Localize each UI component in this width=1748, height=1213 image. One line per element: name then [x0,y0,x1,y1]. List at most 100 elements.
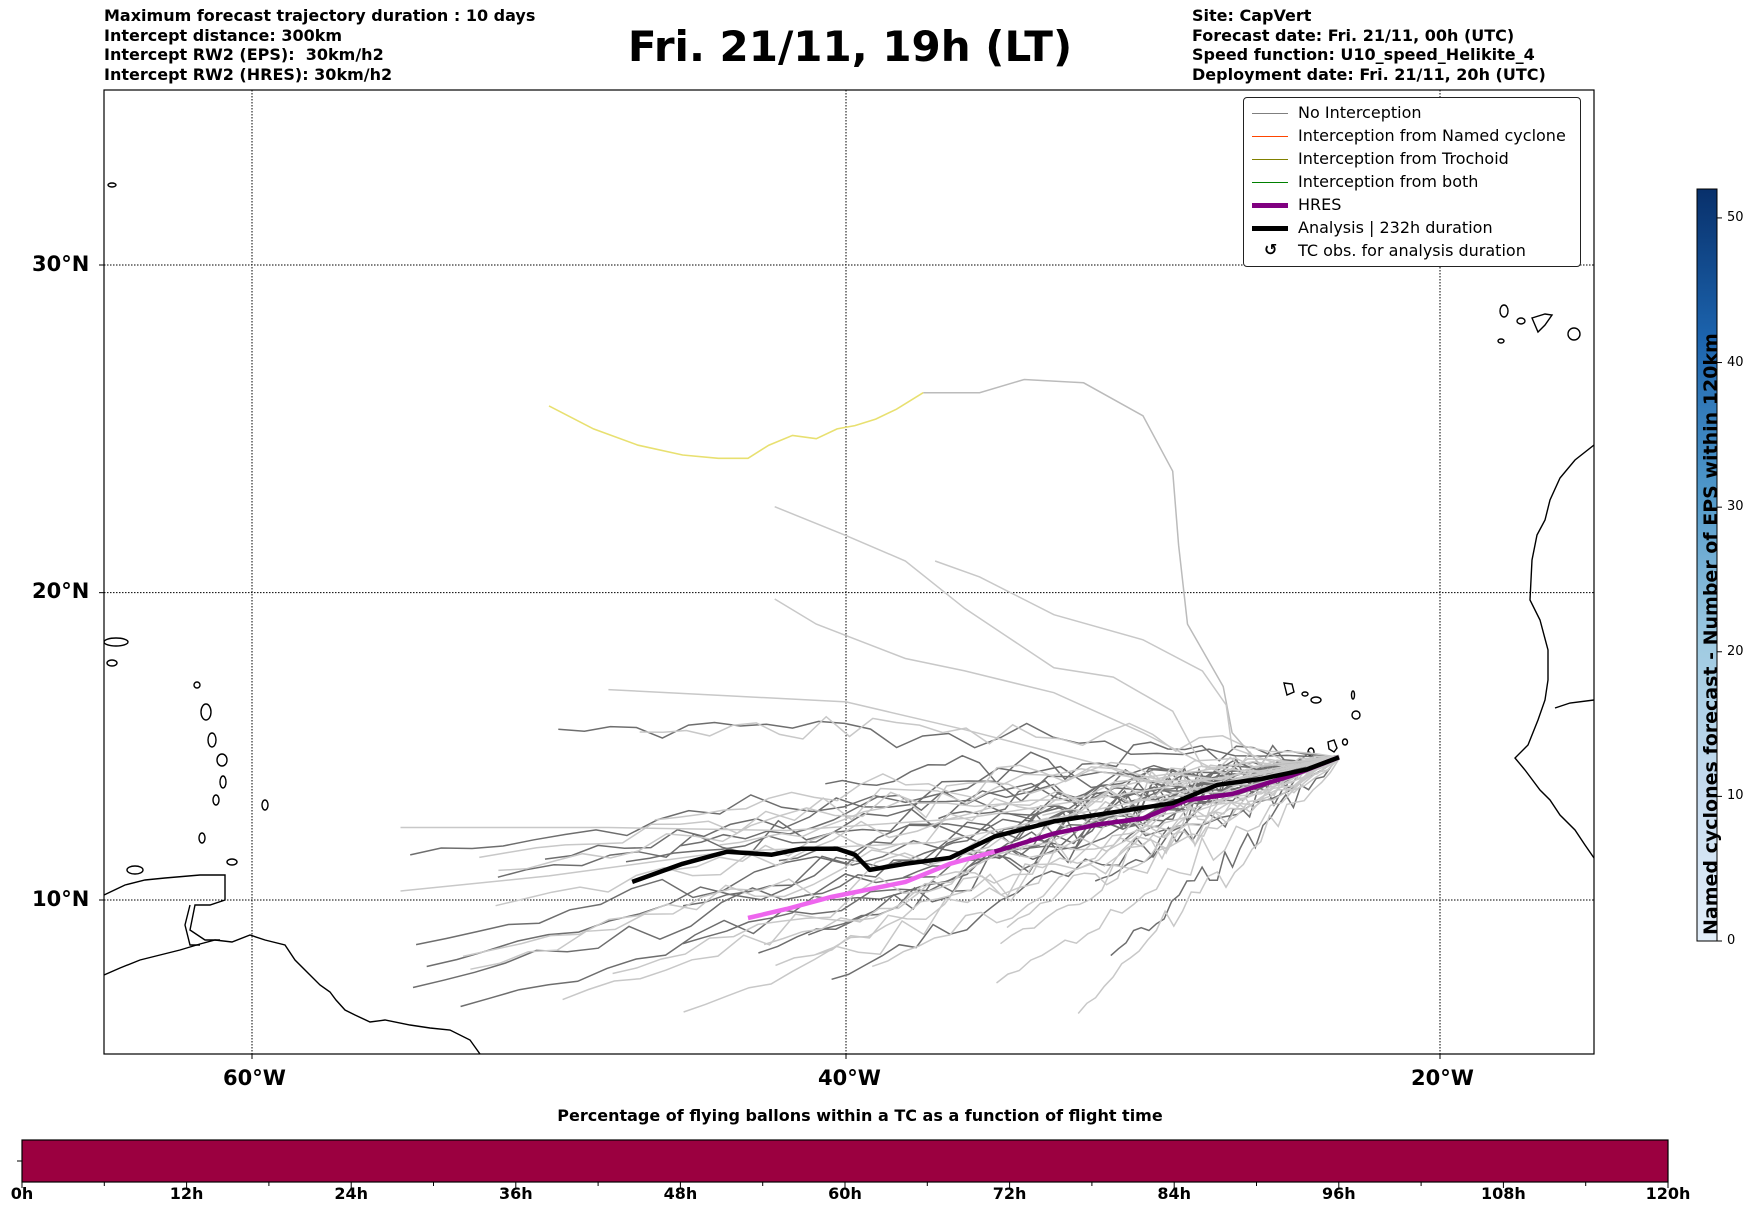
ensemble-trajectory [1006,756,1340,929]
island-santiago [1327,739,1338,753]
intercept-hres-text: Intercept RW2 (HRES): 30km/h2 [104,64,393,84]
flight-time-tick-label: 72h [992,1184,1027,1203]
island-canary-3 [1531,313,1554,334]
ensemble-trajectory [1077,758,1340,1014]
header-left-info: Maximum forecast trajectory duration : 1… [104,6,535,84]
island-pr [104,637,129,647]
legend-label: Interception from Trochoid [1298,149,1509,168]
ensemble-trajectory [460,758,1340,1008]
ensemble-trajectory [650,755,1340,875]
lon-label-60w: 60°W [223,1066,286,1090]
island-stvincent [212,794,220,806]
island-capeverde-5 [1351,710,1361,720]
island-guadeloupe [200,703,212,721]
deployment-date-text: Deployment date: Fri. 21/11, 20h (UTC) [1192,64,1546,84]
island-tobago [226,858,238,866]
coastline-trinidad-venezuela [104,874,226,941]
flight-time-tick-label: 108h [1480,1184,1526,1203]
highlight-trajectories [548,392,1340,921]
ensemble-trajectory [923,378,1340,768]
flight-time-bar-title: Percentage of flying ballons within a TC… [557,1106,1163,1125]
legend-label: HRES [1298,195,1342,214]
flight-time-tick-label: 24h [334,1184,369,1203]
flight-time-tick-label: 48h [663,1184,698,1203]
ensemble-trajectory [400,756,1340,832]
legend-label: Analysis | 232h duration [1298,218,1493,237]
colorbar-title: Named cyclones forecast - Number of EPS … [1700,333,1722,935]
island-martinique [216,753,228,767]
ensemble-trajectory [909,756,1340,860]
intercept-eps-text: Intercept RW2 (EPS): 30km/h2 [104,45,384,64]
legend-item-hres: HRES [1244,194,1580,217]
legend-swatch-both [1252,182,1288,183]
intercept-distance-text: Intercept distance: 300km [104,25,343,45]
hres-trajectory [993,755,1340,854]
island-capeverde-2 [1301,691,1309,697]
legend-swatch-trochoid [1252,159,1288,160]
island-canary-4 [1567,327,1581,341]
flight-time-tick-label: 36h [498,1184,533,1203]
ensemble-trajectory [934,560,1340,765]
legend-item-named-cyclone: Interception from Named cyclone [1244,125,1580,148]
legend-swatch-named-cyclone [1252,136,1288,137]
colorbar-gradient [1696,188,1718,942]
max-duration-text: Maximum forecast trajectory duration : 1… [104,6,536,25]
ensemble-trajectory [498,754,1340,872]
legend-label: No Interception [1298,103,1422,122]
flight-time-tick-label: 60h [828,1184,862,1203]
hres-trajectory-late [747,849,996,921]
island-abc [126,865,144,875]
ensemble-trajectory [719,755,1340,846]
site-text: Site: CapVert [1192,6,1312,25]
lat-label-10n: 10°N [32,887,90,911]
ensemble-trajectory [996,755,1340,984]
island-grenada [198,832,206,844]
island-capeverde-6 [1341,738,1349,746]
legend-label: Interception from both [1298,172,1479,191]
page-title: Fri. 21/11, 19h (LT) [627,22,1073,71]
lat-label-30n: 30°N [32,252,90,276]
colorbar-tick-label: 0 [1727,933,1736,948]
ensemble-trajectory [558,720,1340,759]
island-barbados [261,799,269,811]
coastline-south-america [104,934,481,1054]
legend-swatch-hres [1252,203,1288,208]
trochoid-trajectory [548,392,924,460]
island-stlucia [219,775,227,789]
legend-item-trochoid: Interception from Trochoid [1244,148,1580,171]
flight-time-tick-label: 0h [10,1184,34,1203]
legend-label: Interception from Named cyclone [1298,126,1566,145]
map-frame [103,89,1595,1055]
ensemble-trajectory [871,754,1340,968]
flight-time-tick-label: 120h [1645,1184,1691,1203]
legend-label: TC obs. for analysis duration [1298,241,1526,260]
ensemble-trajectory [1122,758,1340,874]
ensemble-trajectory [639,715,1340,759]
island-capeverde-1 [1283,682,1295,696]
legend-item-tc-obs: ↺ TC obs. for analysis duration [1244,240,1580,263]
legend-item-both: Interception from both [1244,171,1580,194]
island-canary-2 [1516,317,1526,325]
coastline-west-africa [1514,444,1594,859]
legend: No Interception Interception from Named … [1243,97,1581,267]
ensemble-trajectory [562,755,1340,1001]
colorbar-tick-label: 40 [1727,354,1744,370]
island-canary-1 [1499,304,1509,318]
coastline-africa-bulge [1554,699,1594,709]
colorbar-tick-label: 20 [1727,643,1744,659]
lon-label-20w: 20°W [1411,1066,1474,1090]
legend-item-analysis: Analysis | 232h duration [1244,217,1580,240]
ensemble-trajectory [831,757,1340,981]
flight-time-bar [21,1139,1669,1183]
colorbar-tick-label: 30 [1727,499,1744,515]
island-capeverde-3 [1310,696,1322,704]
legend-item-no-interception: No Interception [1244,102,1580,125]
ensemble-trajectory [625,757,1340,863]
flight-time-tick-label: 96h [1321,1184,1356,1203]
speed-function-text: Speed function: U10_speed_Helikite_4 [1192,45,1535,64]
island-canary-5 [1497,338,1505,344]
tc-obs-icon: ↺ [1264,240,1278,259]
colorbar-tick-label: 10 [1727,788,1744,804]
legend-swatch-analysis [1252,226,1288,231]
